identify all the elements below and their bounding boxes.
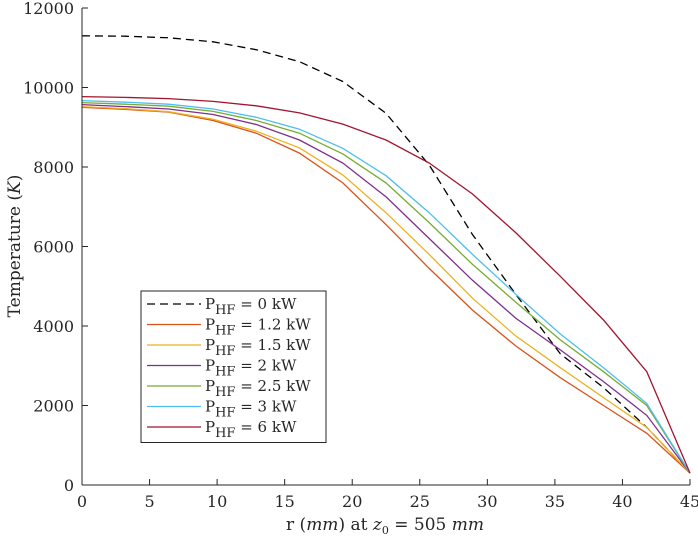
- legend-label: PHF = 2 kW: [205, 357, 297, 380]
- series-line: [81, 95, 691, 474]
- y-tick-label: 2000: [33, 397, 74, 416]
- x-tick-label: 45: [680, 492, 698, 511]
- series-line: [81, 103, 691, 474]
- x-tick-label: 30: [477, 492, 497, 511]
- x-tick-label: 40: [612, 492, 632, 511]
- axes: 0 5 10 15 20 25 30 35 40 45 0 2000 4000 6000 8000 10000…: [23, 0, 698, 511]
- series-line: [81, 105, 691, 474]
- x-tick-label: 15: [274, 492, 294, 511]
- x-tick-label: 20: [342, 492, 362, 511]
- legend-label: PHF = 3 kW: [205, 398, 297, 421]
- x-axis-label: r (mm) at z0 = 505 mm: [286, 515, 484, 537]
- legend-label: PHF = 1.5 kW: [205, 336, 311, 359]
- legend-box: [140, 290, 327, 443]
- series-line: [81, 106, 691, 474]
- legend-label: PHF = 6 kW: [205, 418, 297, 441]
- series-line: [81, 99, 691, 474]
- y-axis-label: Temperature (K): [5, 175, 25, 318]
- y-tick-label: 6000: [33, 238, 74, 257]
- x-tick-label: 35: [545, 492, 565, 511]
- legend-label: PHF = 0 kW: [205, 295, 297, 318]
- series-line: [81, 35, 691, 474]
- x-tick-label: 0: [77, 492, 87, 511]
- x-tick-label: 10: [207, 492, 227, 511]
- y-tick-label: 12000: [23, 0, 74, 18]
- x-tick-label: 5: [144, 492, 154, 511]
- y-tick-label: 8000: [33, 158, 74, 177]
- y-tick-label: 10000: [23, 79, 74, 98]
- y-tick-label: 0: [64, 476, 74, 495]
- series-lines: [81, 35, 691, 474]
- legend-label: PHF = 1.2 kW: [205, 316, 311, 339]
- y-tick-label: 4000: [33, 317, 74, 336]
- legend-label: PHF = 2.5 kW: [205, 377, 311, 400]
- x-tick-label: 25: [410, 492, 430, 511]
- series-line: [81, 101, 691, 474]
